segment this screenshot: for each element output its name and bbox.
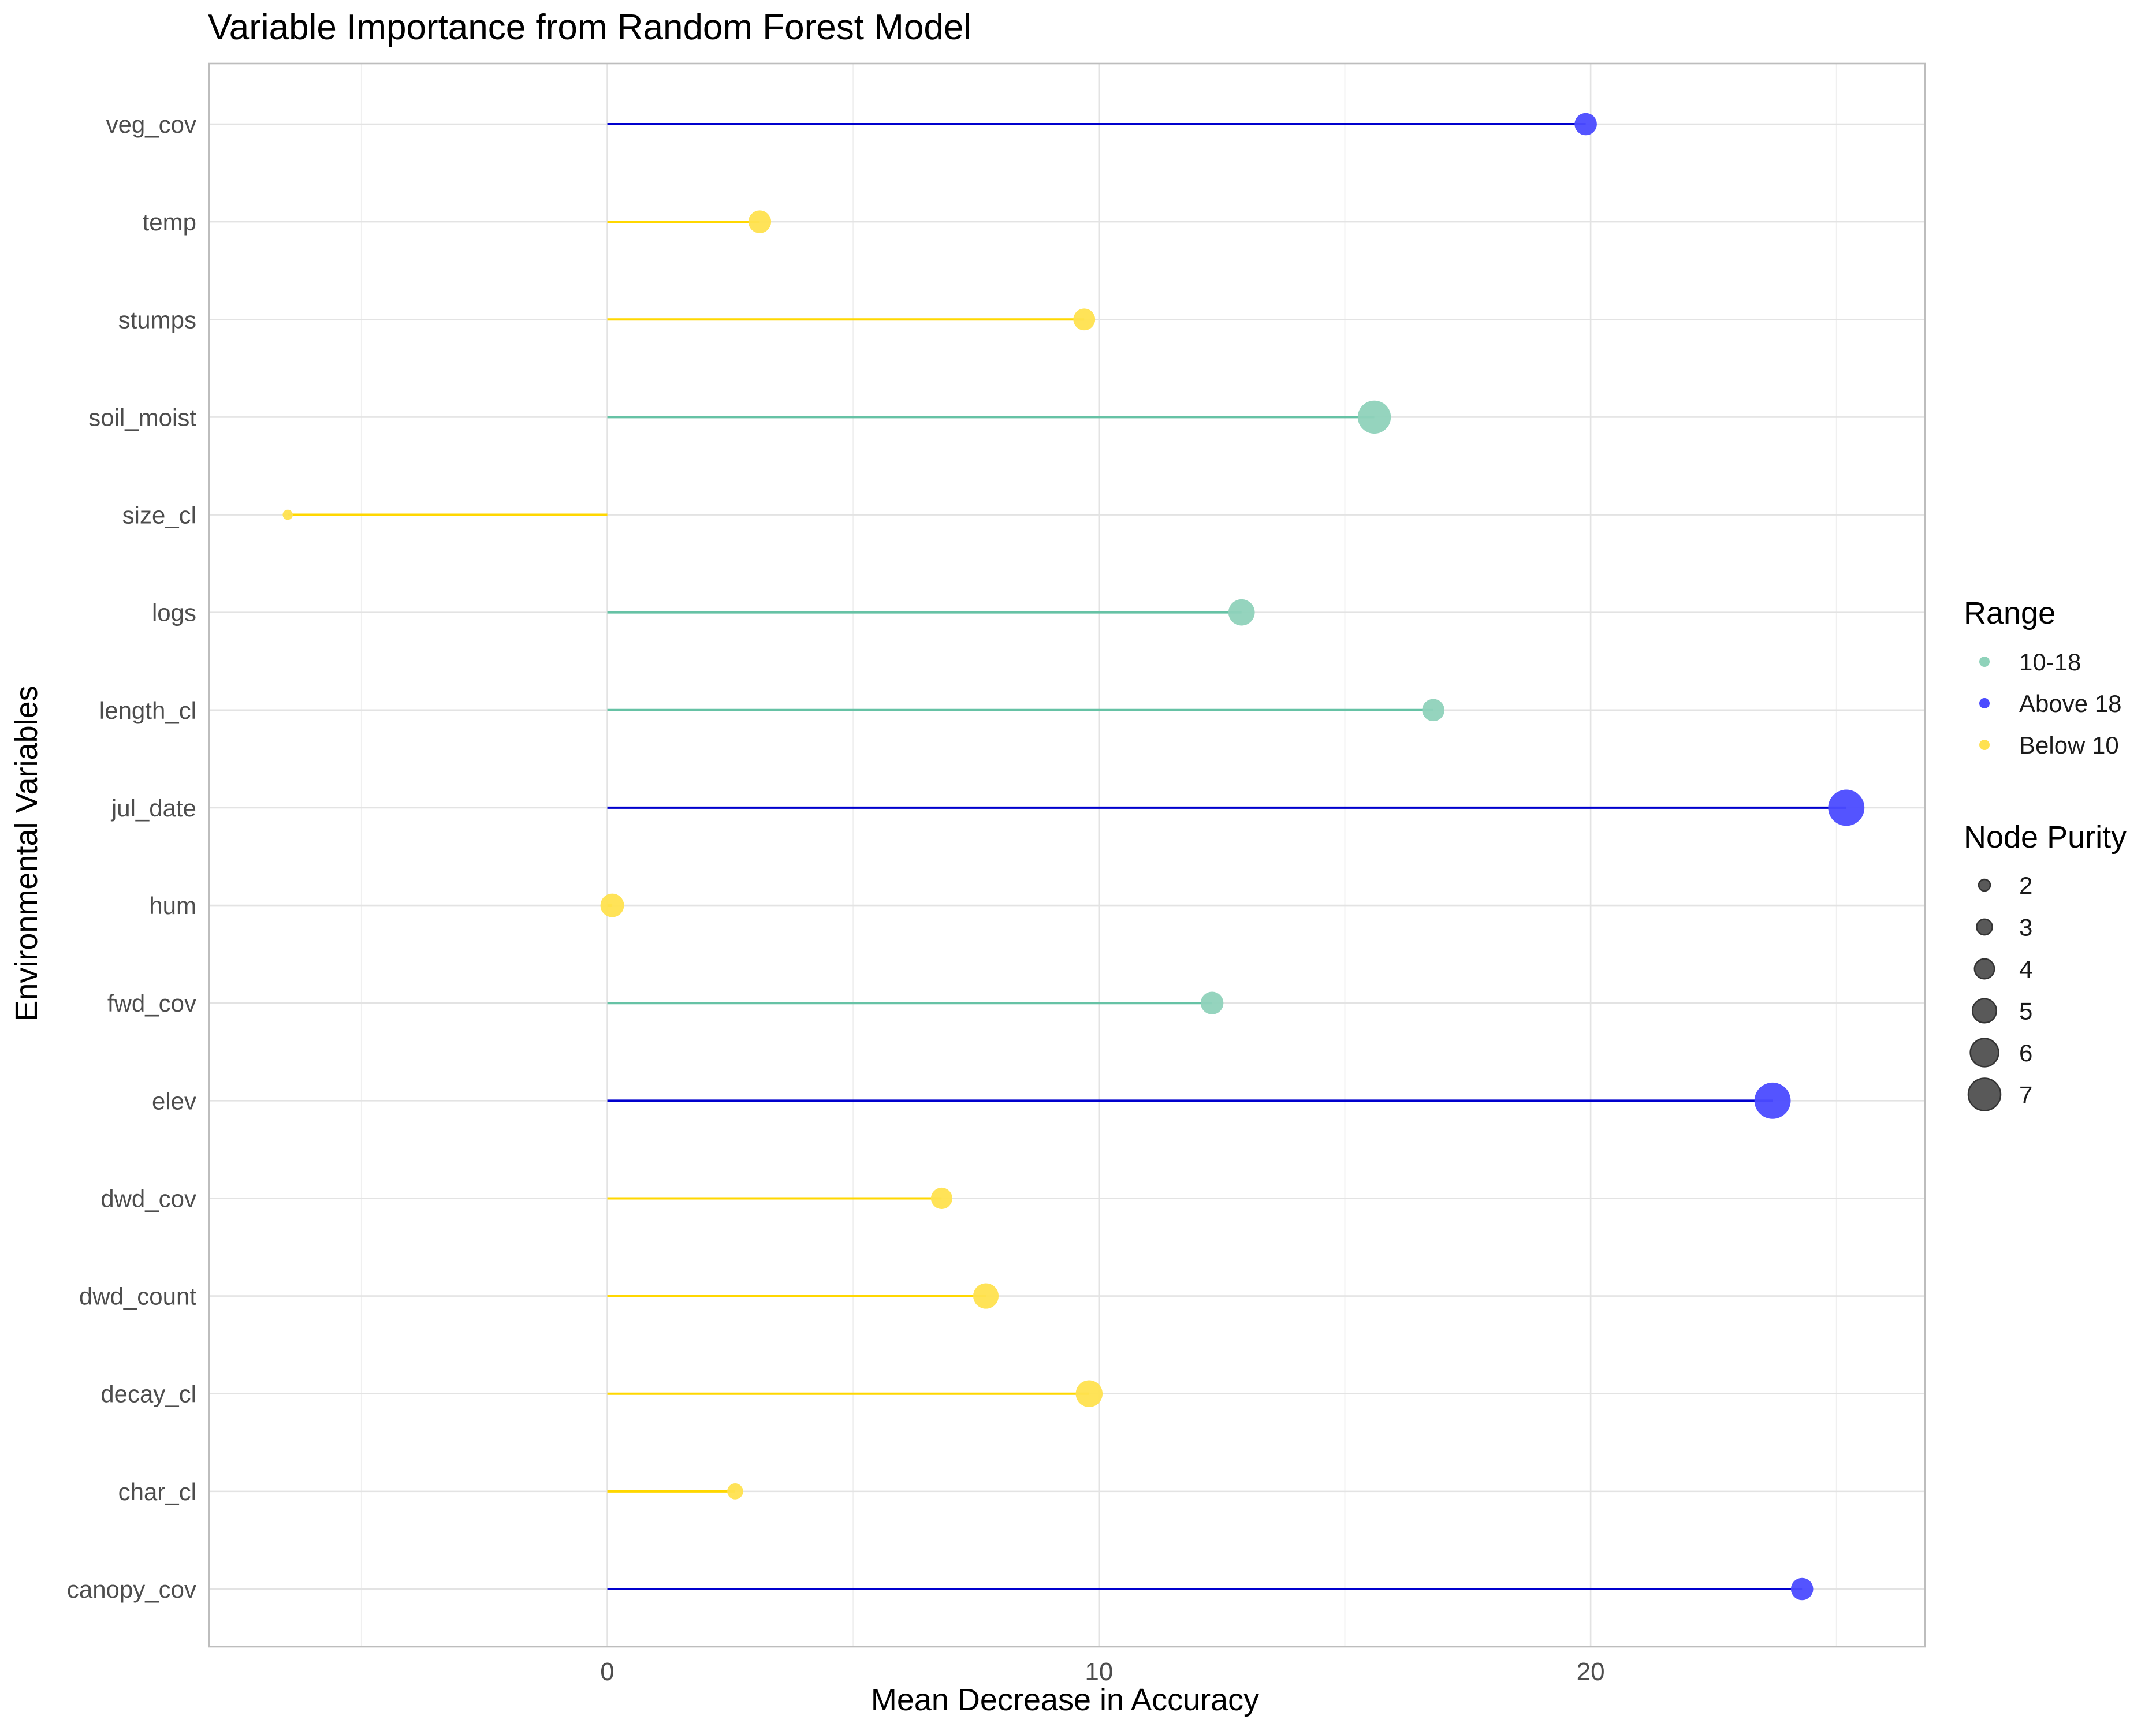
lollipop-point — [1790, 1577, 1814, 1601]
x-tick-label: 10 — [1085, 1658, 1113, 1686]
y-tick-label: stumps — [118, 306, 196, 333]
node-purity-legend-key — [1976, 918, 1993, 936]
lollipop-point — [600, 893, 624, 917]
y-tick-label: veg_cov — [106, 111, 196, 138]
node-purity-legend-title: Node Purity — [1964, 820, 2127, 855]
range-legend-key — [1979, 740, 1990, 750]
node-purity-legend-key — [1973, 958, 1995, 980]
lollipop-point — [1200, 991, 1224, 1014]
node-purity-legend: Node Purity 2 3 4 5 6 7 — [1964, 820, 2127, 1111]
range-legend-label: 10-18 — [2019, 648, 2081, 676]
node-purity-legend-key — [1967, 1077, 2002, 1111]
range-legend-label: Above 18 — [2019, 690, 2121, 717]
lollipop-point — [1422, 699, 1445, 722]
node-purity-legend-label: 4 — [2019, 956, 2032, 983]
chart-title: Variable Importance from Random Forest M… — [208, 8, 971, 47]
lollipop-point — [1754, 1082, 1791, 1119]
range-legend-key — [1979, 657, 1990, 667]
y-tick-label: logs — [152, 599, 196, 626]
y-tick-label: canopy_cov — [67, 1576, 196, 1603]
x-tick-label: 20 — [1577, 1658, 1605, 1686]
y-tick-label: fwd_cov — [107, 990, 196, 1017]
range-legend-key — [1979, 698, 1990, 708]
lollipop-point — [748, 210, 772, 233]
y-tick-label: dwd_count — [79, 1283, 196, 1310]
lollipop-point — [1073, 308, 1096, 331]
x-axis-ticks: 0 10 20 — [600, 1658, 1604, 1686]
node-purity-legend-entries: 2 3 4 5 6 7 — [1967, 872, 2032, 1111]
lollipop-point — [282, 509, 293, 520]
panel-border — [208, 62, 1926, 1648]
y-tick-label: soil_moist — [88, 404, 196, 431]
lollipop-point — [1075, 1380, 1103, 1407]
node-purity-legend-label: 6 — [2019, 1039, 2032, 1066]
y-tick-label: decay_cl — [100, 1381, 196, 1408]
y-tick-label: elev — [152, 1087, 196, 1114]
y-tick-label: length_cl — [99, 697, 196, 724]
node-purity-legend-label: 5 — [2019, 998, 2032, 1025]
y-tick-label: jul_date — [110, 795, 196, 822]
y-tick-label: dwd_cov — [100, 1185, 196, 1212]
y-tick-label: size_cl — [122, 502, 196, 529]
lollipop-point — [1574, 113, 1597, 136]
lollipop-point — [930, 1187, 952, 1209]
lollipop-point — [973, 1283, 999, 1309]
y-tick-label: temp — [143, 208, 196, 236]
node-purity-legend-key — [1971, 998, 1998, 1024]
lollipop-point — [1357, 400, 1391, 434]
range-legend-entries: 10-18 Above 18 Below 10 — [1979, 648, 2121, 759]
chart-marks — [282, 113, 1865, 1601]
y-tick-label: hum — [149, 892, 196, 919]
lollipop-point — [1828, 789, 1865, 826]
range-legend-label: Below 10 — [2019, 732, 2119, 759]
node-purity-legend-label: 2 — [2019, 872, 2032, 899]
y-tick-label: char_cl — [118, 1478, 196, 1505]
lollipop-point — [727, 1483, 743, 1500]
node-purity-legend-label: 7 — [2019, 1081, 2032, 1109]
node-purity-legend-label: 3 — [2019, 914, 2032, 941]
x-axis-label: Mean Decrease in Accuracy — [871, 1683, 1259, 1717]
node-purity-legend-key — [1978, 878, 1991, 892]
y-axis-label: Environmental Variables — [9, 685, 44, 1021]
range-legend-title: Range — [1964, 596, 2056, 631]
range-legend: Range 10-18 Above 18 Below 10 — [1964, 596, 2121, 759]
lollipop-point — [1228, 599, 1255, 626]
x-tick-label: 0 — [600, 1658, 614, 1686]
node-purity-legend-key — [1969, 1038, 1999, 1068]
